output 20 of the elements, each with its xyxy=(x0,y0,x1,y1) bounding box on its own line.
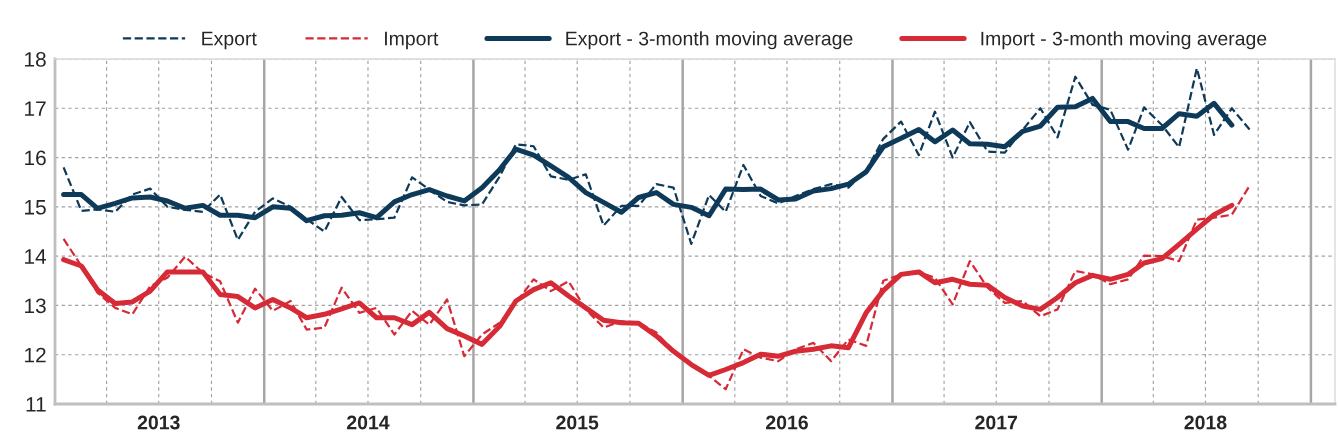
x-tick-label: 2015 xyxy=(556,415,599,430)
x-tick-label: 2018 xyxy=(1184,415,1227,430)
y-tick-label: 12 xyxy=(25,347,46,363)
legend-label: Export - 3-month moving average xyxy=(566,31,853,50)
legend-label: Import xyxy=(385,31,439,50)
line-series xyxy=(62,184,1251,391)
y-tick-label: 16 xyxy=(25,150,46,166)
x-tick-label: 2017 xyxy=(975,415,1017,430)
x-tick-label: 2016 xyxy=(766,415,808,430)
x-tick-label: 2013 xyxy=(137,415,180,430)
legend-label: Import - 3-month moving average xyxy=(981,31,1267,50)
legend-label: Export xyxy=(202,31,257,50)
y-tick-label: 11 xyxy=(26,397,46,412)
x-tick-label: 2014 xyxy=(347,415,390,430)
line-series xyxy=(62,67,1251,245)
y-tick-label: 13 xyxy=(25,298,46,314)
y-tick-label: 14 xyxy=(25,249,47,264)
y-tick-label: 18 xyxy=(25,52,46,67)
y-tick-label: 17 xyxy=(25,101,46,116)
y-tick-label: 15 xyxy=(25,200,46,215)
